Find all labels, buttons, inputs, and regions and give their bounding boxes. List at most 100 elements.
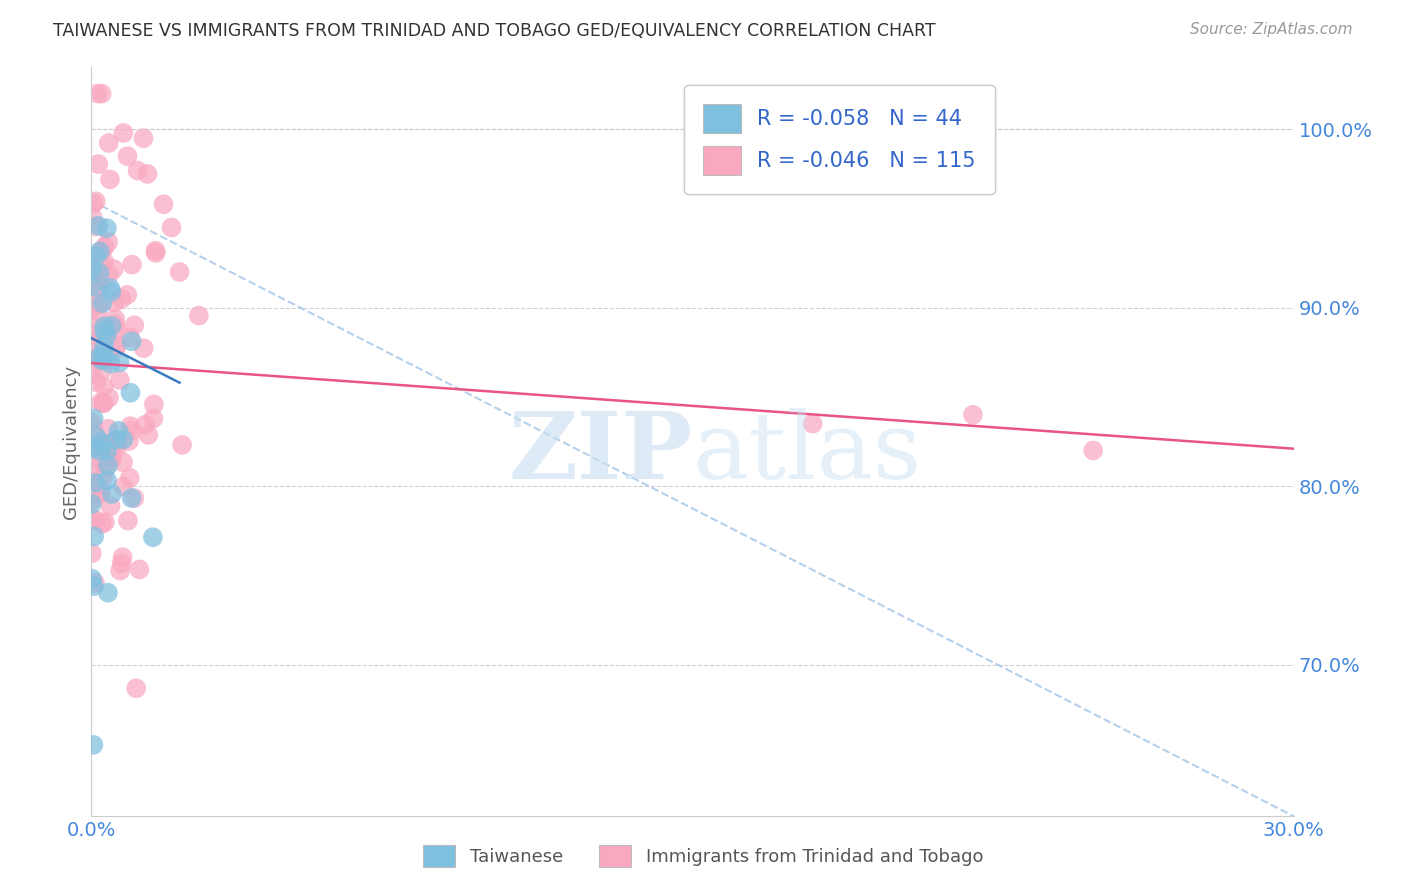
Point — [80, 302, 103, 317]
Point — [118, 330, 141, 344]
Point — [107, 424, 129, 438]
Point — [80, 572, 103, 586]
Point — [142, 411, 165, 425]
Point — [80, 260, 103, 275]
Point — [82, 211, 104, 225]
Point — [87, 343, 110, 358]
Point — [172, 438, 194, 452]
Point — [91, 353, 114, 368]
Point — [118, 471, 141, 485]
Point — [96, 473, 118, 487]
Point — [111, 557, 134, 571]
Point — [94, 351, 117, 365]
Legend: Taiwanese, Immigrants from Trinidad and Tobago: Taiwanese, Immigrants from Trinidad and … — [413, 836, 993, 876]
Point — [142, 530, 165, 544]
Point — [87, 478, 110, 492]
Point — [100, 318, 122, 333]
Point — [112, 126, 135, 140]
Point — [118, 434, 141, 448]
Point — [136, 167, 159, 181]
Point — [84, 194, 107, 209]
Point — [112, 433, 135, 447]
Point — [86, 375, 108, 389]
Point — [93, 319, 115, 334]
Point — [110, 292, 132, 306]
Point — [82, 474, 104, 488]
Point — [115, 288, 138, 302]
Point — [105, 338, 128, 352]
Point — [108, 355, 131, 369]
Point — [98, 391, 121, 405]
Point — [128, 562, 150, 576]
Point — [101, 487, 124, 501]
Point — [83, 435, 105, 450]
Point — [111, 550, 134, 565]
Point — [117, 149, 139, 163]
Point — [134, 417, 156, 432]
Point — [117, 514, 139, 528]
Point — [112, 479, 135, 493]
Point — [121, 424, 143, 438]
Point — [107, 434, 129, 448]
Point — [136, 428, 159, 442]
Y-axis label: GED/Equivalency: GED/Equivalency — [62, 365, 80, 518]
Point — [84, 321, 107, 335]
Point — [100, 285, 122, 299]
Point — [124, 491, 146, 505]
Point — [87, 297, 110, 311]
Point — [91, 516, 114, 531]
Point — [97, 235, 120, 249]
Point — [108, 373, 131, 387]
Point — [86, 87, 108, 101]
Point — [84, 475, 107, 490]
Point — [91, 440, 114, 454]
Point — [80, 415, 103, 429]
Point — [98, 281, 121, 295]
Point — [86, 281, 108, 295]
Point — [962, 408, 984, 422]
Point — [91, 296, 114, 310]
Point — [93, 396, 115, 410]
Point — [103, 295, 125, 310]
Point — [108, 564, 131, 578]
Point — [86, 304, 108, 318]
Point — [125, 681, 148, 696]
Point — [87, 486, 110, 500]
Point — [84, 249, 107, 263]
Point — [160, 220, 183, 235]
Point — [90, 435, 112, 450]
Point — [80, 368, 103, 382]
Point — [80, 298, 103, 312]
Point — [82, 452, 104, 467]
Point — [145, 245, 167, 260]
Point — [84, 429, 107, 443]
Point — [104, 312, 127, 326]
Point — [100, 357, 122, 371]
Point — [93, 340, 115, 354]
Point — [94, 441, 117, 455]
Point — [112, 455, 135, 469]
Point — [89, 255, 111, 269]
Point — [93, 254, 115, 268]
Point — [87, 219, 110, 233]
Point — [103, 262, 125, 277]
Point — [90, 395, 112, 409]
Point — [124, 318, 146, 333]
Point — [86, 459, 108, 474]
Point — [90, 87, 112, 101]
Point — [84, 576, 107, 591]
Point — [82, 738, 104, 752]
Point — [101, 451, 124, 466]
Point — [93, 240, 115, 254]
Point — [101, 436, 124, 450]
Point — [89, 273, 111, 287]
Point — [83, 529, 105, 543]
Point — [105, 322, 128, 336]
Point — [89, 266, 111, 280]
Point — [90, 486, 112, 500]
Point — [96, 221, 118, 235]
Point — [104, 439, 127, 453]
Point — [82, 442, 104, 456]
Point — [105, 433, 128, 447]
Point — [94, 328, 117, 343]
